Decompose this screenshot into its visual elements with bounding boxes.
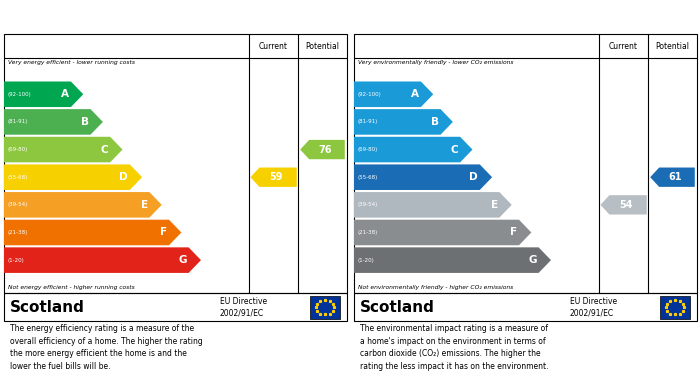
Text: D: D [120,172,128,182]
Text: Current: Current [259,41,288,50]
Text: (55-68): (55-68) [8,175,28,180]
Polygon shape [4,220,181,245]
Text: G: G [178,255,187,265]
Polygon shape [4,137,122,162]
Text: (92-100): (92-100) [358,92,382,97]
Text: 54: 54 [620,200,633,210]
Text: A: A [61,89,69,99]
Text: (81-91): (81-91) [8,119,28,124]
Polygon shape [354,109,453,135]
Text: (69-80): (69-80) [358,147,378,152]
Text: E: E [491,200,498,210]
Text: (69-80): (69-80) [8,147,28,152]
Text: 76: 76 [318,145,332,154]
Polygon shape [4,192,162,218]
Text: (21-38): (21-38) [358,230,378,235]
Text: C: C [101,145,108,154]
Text: Not environmentally friendly - higher CO₂ emissions: Not environmentally friendly - higher CO… [358,285,513,290]
Text: EU Directive
2002/91/EC: EU Directive 2002/91/EC [570,297,617,318]
FancyBboxPatch shape [311,296,340,319]
Text: (92-100): (92-100) [8,92,32,97]
Text: B: B [430,117,439,127]
Text: 59: 59 [270,172,283,182]
Polygon shape [300,140,345,159]
Polygon shape [354,220,531,245]
Text: C: C [451,145,458,154]
Polygon shape [4,81,83,107]
Polygon shape [354,137,472,162]
Polygon shape [4,109,103,135]
Polygon shape [354,248,551,273]
Text: Scotland: Scotland [360,300,435,315]
Text: Potential: Potential [305,41,340,50]
Text: (39-54): (39-54) [358,203,378,207]
Text: E: E [141,200,148,210]
Polygon shape [4,248,201,273]
Polygon shape [354,81,433,107]
Text: A: A [411,89,419,99]
Text: F: F [160,228,167,237]
Text: Environmental Impact (CO₂) Rating: Environmental Impact (CO₂) Rating [358,13,578,23]
Text: Potential: Potential [655,41,690,50]
Polygon shape [354,192,512,218]
Text: (81-91): (81-91) [358,119,378,124]
Text: (21-38): (21-38) [8,230,28,235]
Text: Scotland: Scotland [10,300,85,315]
Text: G: G [528,255,537,265]
Text: Current: Current [609,41,638,50]
Text: F: F [510,228,517,237]
Text: (55-68): (55-68) [358,175,378,180]
Polygon shape [4,165,142,190]
Text: (1-20): (1-20) [358,258,374,263]
Polygon shape [601,195,647,215]
Text: The environmental impact rating is a measure of
a home's impact on the environme: The environmental impact rating is a mea… [360,324,549,371]
Text: 61: 61 [668,172,682,182]
FancyBboxPatch shape [661,296,690,319]
Text: The energy efficiency rating is a measure of the
overall efficiency of a home. T: The energy efficiency rating is a measur… [10,324,203,371]
Text: (39-54): (39-54) [8,203,28,207]
Polygon shape [650,167,695,187]
Text: D: D [470,172,478,182]
Text: EU Directive
2002/91/EC: EU Directive 2002/91/EC [220,297,267,318]
Text: Very energy efficient - lower running costs: Very energy efficient - lower running co… [8,61,134,65]
Text: Not energy efficient - higher running costs: Not energy efficient - higher running co… [8,285,134,290]
Text: B: B [80,117,89,127]
Text: (1-20): (1-20) [8,258,25,263]
Text: Energy Efficiency Rating: Energy Efficiency Rating [8,13,162,23]
Polygon shape [354,165,492,190]
Polygon shape [251,167,297,187]
Text: Very environmentally friendly - lower CO₂ emissions: Very environmentally friendly - lower CO… [358,61,513,65]
